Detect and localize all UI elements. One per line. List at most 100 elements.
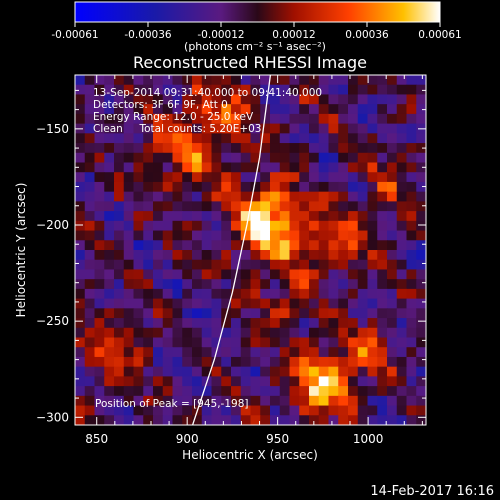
heatmap-cell: [221, 259, 232, 271]
heatmap-cell: [328, 259, 339, 271]
heatmap-cell: [104, 356, 115, 368]
heatmap-cell: [396, 181, 408, 193]
heatmap-cell: [338, 143, 349, 154]
heatmap-cell: [94, 269, 105, 280]
heatmap-cell: [153, 318, 164, 329]
heatmap-cell: [289, 347, 300, 358]
heatmap-cell: [357, 123, 369, 134]
heatmap-cell: [123, 162, 135, 173]
heatmap-cell: [279, 84, 291, 96]
colorbar-tick-label: -0.00061: [51, 29, 98, 41]
heatmap-cell: [299, 366, 310, 377]
heatmap-cell: [328, 152, 339, 164]
heatmap-cell: [211, 308, 222, 319]
heatmap-cell: [192, 152, 203, 164]
heatmap-cell: [357, 298, 369, 309]
y-tick-label: −200: [36, 218, 69, 232]
heatmap-cell: [309, 84, 320, 96]
heatmap-cell: [289, 259, 300, 271]
annotation-counts: Clean Total counts: 5.20E+03: [93, 123, 262, 135]
heatmap-cell: [348, 337, 359, 348]
heatmap-cell: [396, 133, 408, 144]
heatmap-cell: [318, 152, 330, 164]
heatmap-cell: [114, 405, 125, 416]
heatmap-cell: [328, 376, 339, 387]
heatmap-cell: [328, 172, 339, 183]
heatmap-cell: [133, 395, 144, 407]
heatmap-cell: [367, 220, 378, 232]
heatmap-cell: [416, 211, 426, 222]
heatmap-cell: [221, 376, 232, 387]
heatmap-cell: [143, 75, 154, 86]
heatmap-cell: [416, 405, 426, 416]
heatmap-cell: [133, 94, 144, 105]
heatmap-cell: [416, 327, 426, 339]
heatmap-cell: [260, 376, 271, 387]
heatmap-cell: [357, 386, 369, 397]
heatmap-cell: [328, 337, 339, 348]
heatmap-cell: [348, 172, 359, 183]
heatmap-cell: [406, 162, 417, 173]
heatmap-cell: [396, 143, 408, 154]
heatmap-cell: [357, 308, 369, 319]
heatmap-cell: [192, 94, 203, 105]
heatmap-cell: [94, 230, 105, 241]
heatmap-cell: [231, 337, 242, 348]
heatmap-cell: [133, 240, 144, 251]
x-axis-label: Heliocentric X (arcsec): [182, 448, 318, 462]
heatmap-cell: [182, 347, 193, 358]
heatmap-cell: [240, 386, 252, 397]
heatmap-cell: [289, 269, 300, 280]
heatmap-cell: [94, 220, 105, 232]
heatmap-cell: [153, 308, 164, 319]
heatmap-cell: [270, 94, 281, 105]
heatmap-cell: [221, 415, 232, 425]
heatmap-cell: [289, 279, 300, 290]
heatmap-cell: [84, 113, 96, 125]
heatmap-cell: [75, 240, 86, 251]
heatmap-cell: [270, 288, 281, 300]
heatmap-cell: [309, 415, 320, 425]
heatmap-cell: [104, 395, 115, 407]
heatmap-cell: [221, 75, 232, 86]
heatmap-cell: [192, 288, 203, 300]
heatmap-cell: [221, 94, 232, 105]
heatmap-cell: [260, 75, 271, 86]
heatmap-cell: [318, 172, 330, 183]
heatmap-cell: [387, 395, 398, 407]
heatmap-cell: [270, 259, 281, 271]
heatmap-cell: [153, 172, 164, 183]
heatmap-cell: [367, 415, 378, 425]
heatmap-cell: [84, 415, 96, 425]
heatmap-cell: [172, 356, 183, 368]
x-tick-label: 900: [176, 432, 199, 446]
heatmap-cell: [338, 337, 349, 348]
heatmap-cell: [289, 308, 300, 319]
heatmap-cell: [153, 386, 164, 397]
heatmap-cell: [162, 269, 174, 280]
heatmap-cell: [338, 94, 349, 105]
heatmap-cell: [338, 104, 349, 115]
heatmap-cell: [94, 376, 105, 387]
heatmap-cell: [396, 162, 408, 173]
heatmap-cell: [318, 143, 330, 154]
heatmap-cell: [367, 201, 378, 212]
heatmap-cell: [406, 395, 417, 407]
heatmap-cell: [357, 172, 369, 183]
heatmap-cell: [270, 162, 281, 173]
heatmap-cell: [299, 327, 310, 339]
heatmap-cell: [309, 288, 320, 300]
heatmap-cell: [309, 298, 320, 309]
heatmap-cell: [396, 386, 408, 397]
heatmap-cell: [348, 298, 359, 309]
heatmap-cell: [123, 279, 135, 290]
heatmap-cell: [94, 395, 105, 407]
heatmap-cell: [201, 298, 213, 309]
heatmap-cell: [84, 395, 96, 407]
heatmap-cell: [377, 211, 388, 222]
heatmap-cell: [94, 181, 105, 193]
heatmap-cell: [201, 113, 213, 125]
heatmap-cell: [406, 366, 417, 377]
heatmap-cell: [231, 395, 242, 407]
heatmap-cell: [309, 152, 320, 164]
